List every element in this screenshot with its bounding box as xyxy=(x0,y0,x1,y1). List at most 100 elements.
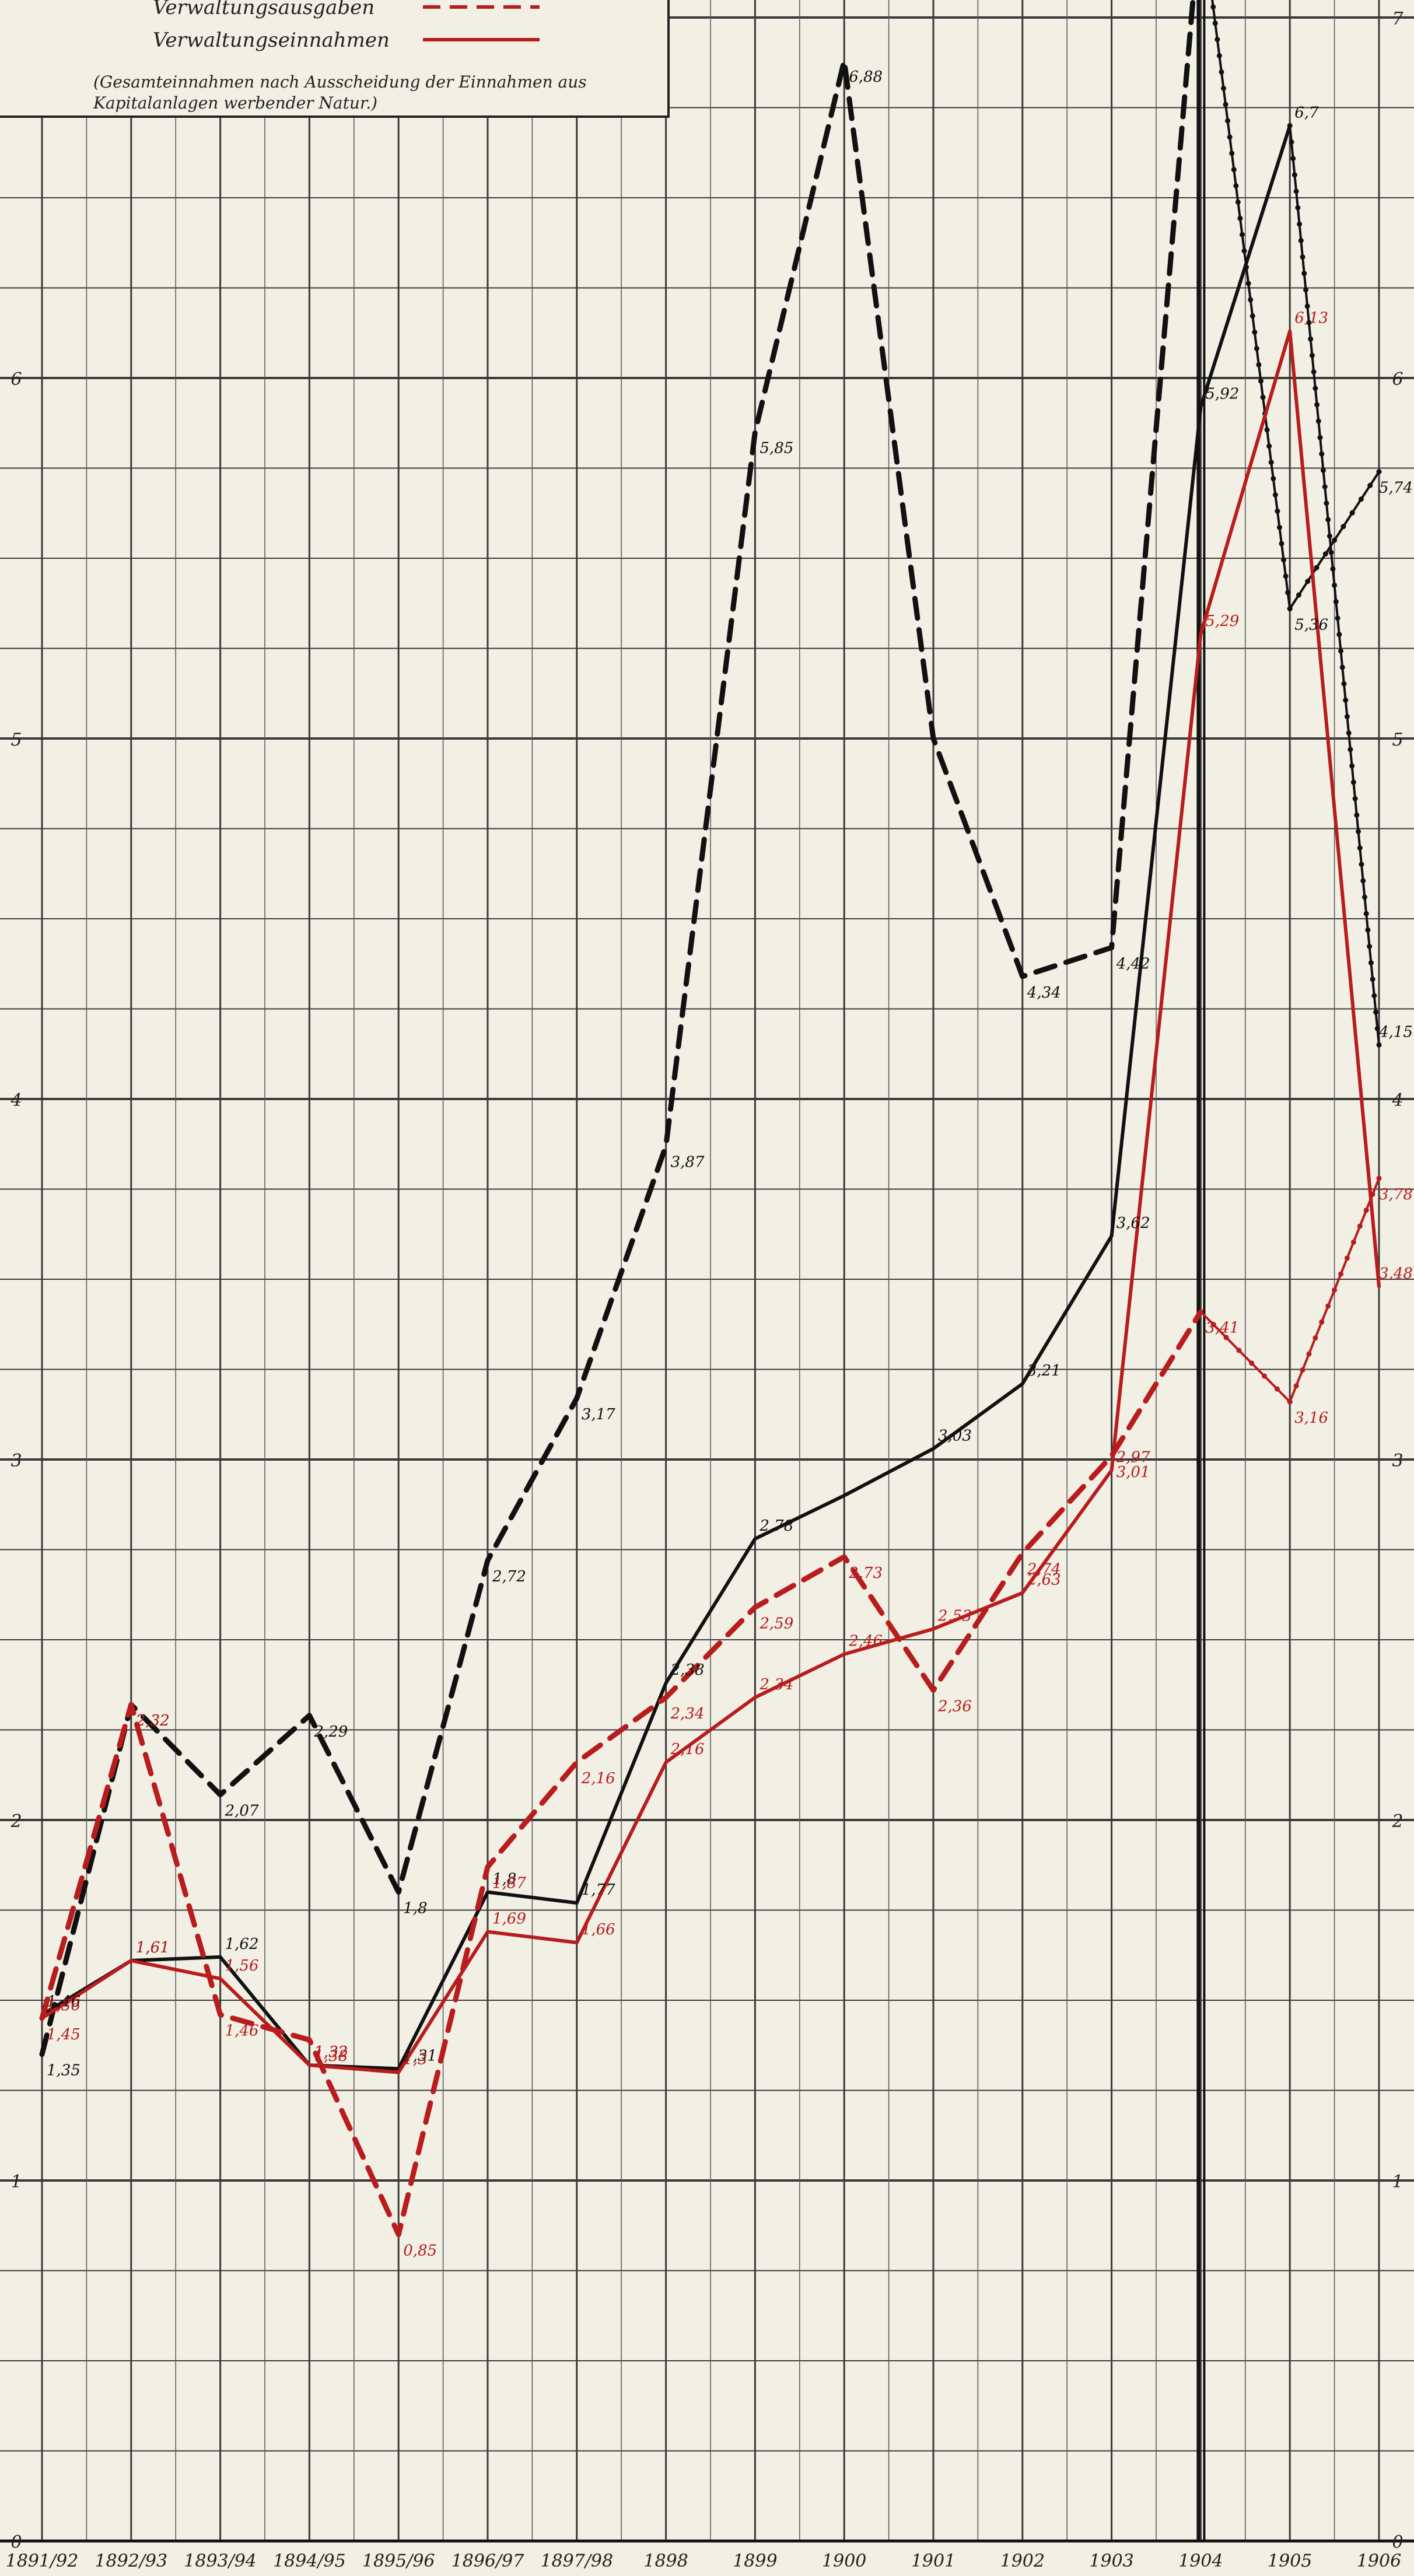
data-label: 6,13 xyxy=(1294,310,1328,327)
data-label: 2,63 xyxy=(1027,1572,1061,1589)
series-dot xyxy=(1363,1208,1369,1213)
series-dot xyxy=(1249,1360,1255,1366)
series-dot xyxy=(1287,1399,1293,1405)
x-tick-label: 1900 xyxy=(822,2551,866,2571)
series-dot xyxy=(1373,1009,1379,1015)
series-dot xyxy=(1333,598,1339,604)
series-dot xyxy=(1300,254,1306,260)
y-tick-label-right: 0 xyxy=(1392,2532,1403,2553)
series-dot xyxy=(1321,467,1326,473)
series-dot xyxy=(1358,496,1364,502)
series-dot xyxy=(1357,845,1363,851)
series-dot xyxy=(1219,69,1224,75)
data-label: 2,78 xyxy=(759,1517,793,1535)
series-dot xyxy=(1303,287,1308,293)
series-dot xyxy=(1322,484,1328,490)
data-label: 4,34 xyxy=(1027,984,1061,1002)
data-label: 1,56 xyxy=(225,1957,259,1975)
series-dot xyxy=(1311,369,1317,375)
data-label: 2,38 xyxy=(670,1661,705,1679)
data-label: 2,16 xyxy=(670,1741,705,1758)
y-tick-label-right: 2 xyxy=(1391,1811,1403,1832)
x-tick-label: 1893/94 xyxy=(184,2551,257,2571)
series-dot xyxy=(1304,303,1310,309)
series-dot xyxy=(1325,1303,1331,1309)
series-dot xyxy=(1338,648,1344,654)
series-dot xyxy=(1237,215,1243,221)
series-dot xyxy=(1319,1319,1325,1325)
data-label: 3,41 xyxy=(1205,1320,1239,1337)
series-dot xyxy=(1362,894,1367,900)
series-dot xyxy=(1295,205,1301,211)
series-dot xyxy=(1274,1386,1280,1392)
series-dot xyxy=(1367,482,1373,488)
series-dot xyxy=(1260,394,1266,400)
data-label: 1,32 xyxy=(314,2043,348,2061)
data-label: 1,32 xyxy=(314,2043,348,2061)
data-label: 3,78 xyxy=(1379,1186,1413,1203)
series-dot xyxy=(1374,1026,1380,1031)
data-label: 3,48 xyxy=(1379,1265,1413,1282)
series-dot xyxy=(1312,386,1318,391)
data-label: 5,85 xyxy=(760,440,793,457)
series-dot xyxy=(1335,615,1340,621)
series-dot xyxy=(1285,590,1291,596)
series-dot xyxy=(1233,183,1239,189)
series-dot xyxy=(1293,188,1299,194)
series-dot xyxy=(1290,156,1296,162)
series-dot xyxy=(1236,1348,1242,1353)
data-label: 1,35 xyxy=(47,2062,80,2080)
series-dot xyxy=(1314,402,1320,408)
x-tick-label: 1894/95 xyxy=(273,2551,346,2571)
x-tick-label: 1901 xyxy=(911,2551,956,2571)
series-dot xyxy=(1332,582,1338,588)
series-dot xyxy=(1319,451,1325,457)
series-dot xyxy=(1317,435,1323,440)
x-tick-label: 1897/98 xyxy=(540,2551,613,2571)
series-dot xyxy=(1367,943,1373,949)
data-label: 1,62 xyxy=(225,1936,259,1953)
series-dot xyxy=(1248,297,1254,303)
series-dot xyxy=(1324,501,1329,506)
legend-note: Kapitalanlagen werbender Natur.) xyxy=(93,93,377,113)
y-tick-label-right: 6 xyxy=(1392,369,1403,390)
series-dot xyxy=(1339,664,1345,670)
y-tick-label-left: 3 xyxy=(10,1451,22,1471)
series-dot xyxy=(1357,1223,1363,1229)
series-dot xyxy=(1276,524,1282,530)
series-line-5 xyxy=(40,329,1381,2074)
data-label: 3,87 xyxy=(671,1153,705,1171)
series-dot xyxy=(1235,199,1241,205)
series-dot xyxy=(1250,313,1255,319)
legend-entry-label: Verwaltungsausgaben xyxy=(153,0,374,19)
y-tick-label-left: 0 xyxy=(10,2532,22,2553)
data-label: 1,38 xyxy=(314,2048,348,2065)
data-label: 2,32 xyxy=(135,1712,170,1730)
series-dot xyxy=(1336,632,1342,638)
series-dot xyxy=(1350,1239,1356,1245)
y-tick-label-left: 2 xyxy=(10,1811,22,1832)
series-dot xyxy=(1306,320,1312,326)
series-dot xyxy=(1328,550,1334,555)
series-dot xyxy=(1231,167,1237,173)
legend-note: (Gesamteinnahmen nach Ausscheidung der E… xyxy=(93,72,587,92)
data-label: 2,07 xyxy=(225,1803,259,1820)
series-dot xyxy=(1322,551,1328,557)
data-label: 4,15 xyxy=(1378,1023,1413,1041)
series-dot xyxy=(1214,37,1220,43)
data-label: 2,34 xyxy=(670,1705,705,1723)
data-label: 2,97 xyxy=(1116,1449,1150,1466)
series-dot xyxy=(1376,1175,1382,1181)
series-dot xyxy=(1348,747,1353,752)
legend-box xyxy=(0,0,670,118)
series-dot xyxy=(1227,134,1233,140)
y-tick-label-left: 5 xyxy=(10,730,22,750)
data-label: 1,36 xyxy=(47,1997,80,2014)
x-tick-label: 1904 xyxy=(1178,2551,1223,2571)
series-dot xyxy=(1266,443,1272,449)
series-dot xyxy=(1376,1042,1382,1048)
series-line-4 xyxy=(39,1309,1203,2238)
series-dot xyxy=(1332,537,1338,543)
data-label: 1,8 xyxy=(403,1900,427,1917)
data-label: 2,59 xyxy=(759,1615,793,1632)
